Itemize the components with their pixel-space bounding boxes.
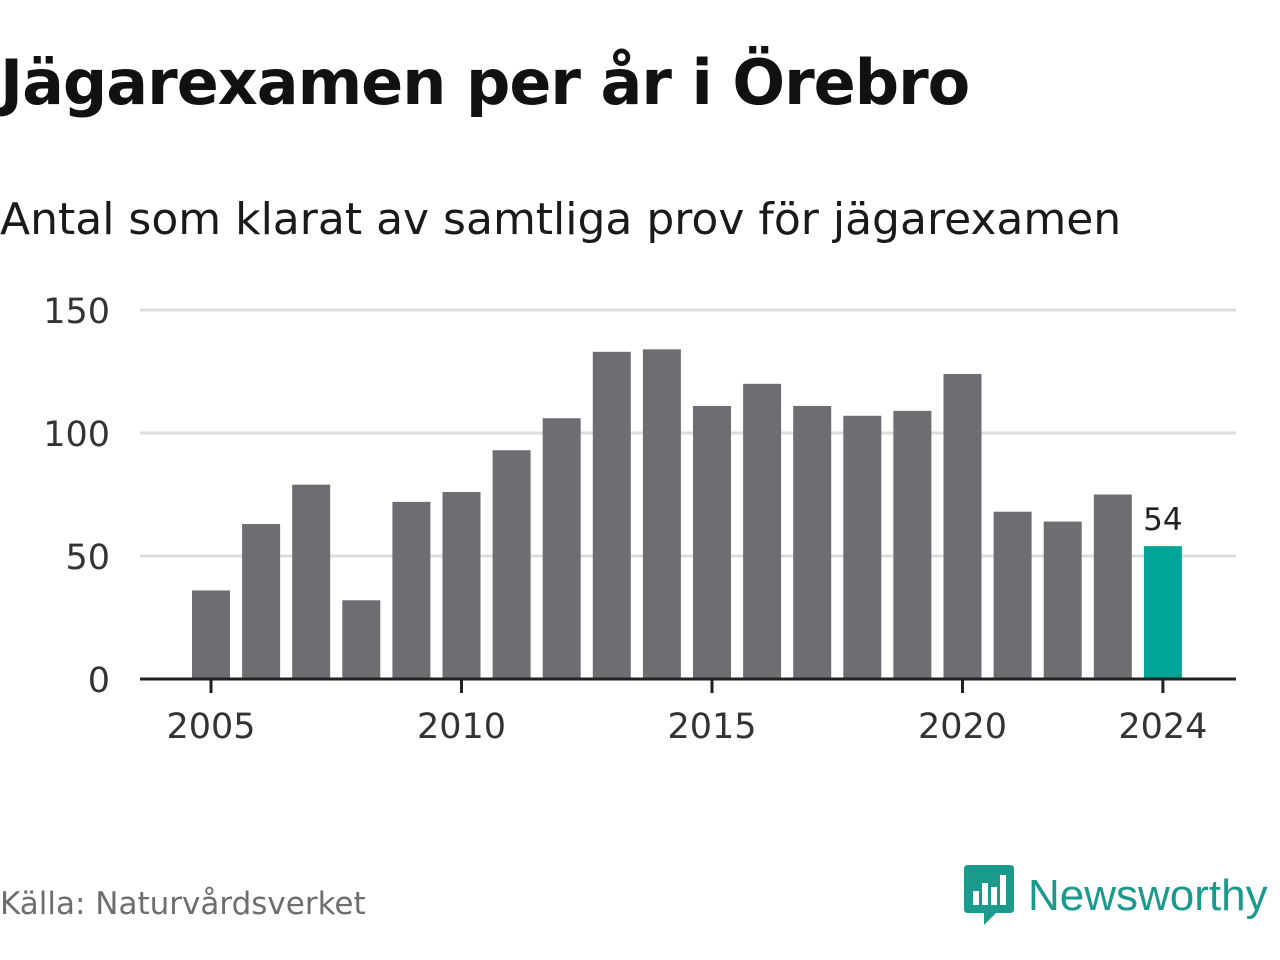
bar-2018 xyxy=(843,415,882,679)
x-axis xyxy=(140,677,1236,693)
y-tick-label-100: 100 xyxy=(43,415,110,455)
y-tick-labels: 0 50 100 150 xyxy=(43,292,110,701)
data-labels: 54 xyxy=(1143,502,1182,538)
y-tick-label-150: 150 xyxy=(43,292,110,332)
bar-2005 xyxy=(192,590,230,679)
x-tick-label-2024: 2024 xyxy=(1118,707,1207,747)
bar-2020 xyxy=(943,373,982,679)
bar-2007 xyxy=(292,484,331,679)
bar-2019 xyxy=(893,410,932,679)
bar-2014 xyxy=(642,349,681,679)
newsworthy-logo: Newsworthy xyxy=(964,864,1268,928)
chart-title: Jägarexamen per år i Örebro xyxy=(0,46,970,119)
chart-subtitle: Antal som klarat av samtliga prov för jä… xyxy=(0,194,1122,245)
bar-2012 xyxy=(542,418,581,679)
x-tick-label-2005: 2005 xyxy=(166,707,255,747)
bar-2017 xyxy=(793,405,832,679)
bar-2016 xyxy=(743,383,782,679)
bar-2023 xyxy=(1093,494,1132,679)
bar-2015 xyxy=(693,405,731,679)
bar-2024 xyxy=(1143,546,1182,679)
bar-2022 xyxy=(1043,521,1082,679)
bar-2011 xyxy=(492,450,531,679)
y-tick-label-50: 50 xyxy=(65,538,110,578)
x-tick-labels: 2005 2010 2015 2020 2024 xyxy=(166,707,1207,747)
y-tick-label-0: 0 xyxy=(88,661,110,701)
bar-2008 xyxy=(342,600,381,679)
data-label-2024: 54 xyxy=(1143,502,1182,538)
logo-name: Newsworthy xyxy=(1028,871,1268,920)
bar-2010 xyxy=(442,492,481,679)
bar-2021 xyxy=(993,511,1032,679)
source-note: Källa: Naturvårdsverket xyxy=(0,886,366,922)
bar-2013 xyxy=(592,351,631,679)
bar-2009 xyxy=(392,501,431,679)
bars xyxy=(192,349,1182,679)
newsworthy-chart-bubble-icon xyxy=(964,865,1014,925)
x-tick-label-2010: 2010 xyxy=(417,707,506,747)
x-tick-label-2015: 2015 xyxy=(667,707,756,747)
x-tick-label-2020: 2020 xyxy=(918,707,1007,747)
bar-chart: 0 50 100 150 2005 2010 2015 2020 2024 54 xyxy=(43,292,1236,747)
bar-2006 xyxy=(242,524,281,679)
